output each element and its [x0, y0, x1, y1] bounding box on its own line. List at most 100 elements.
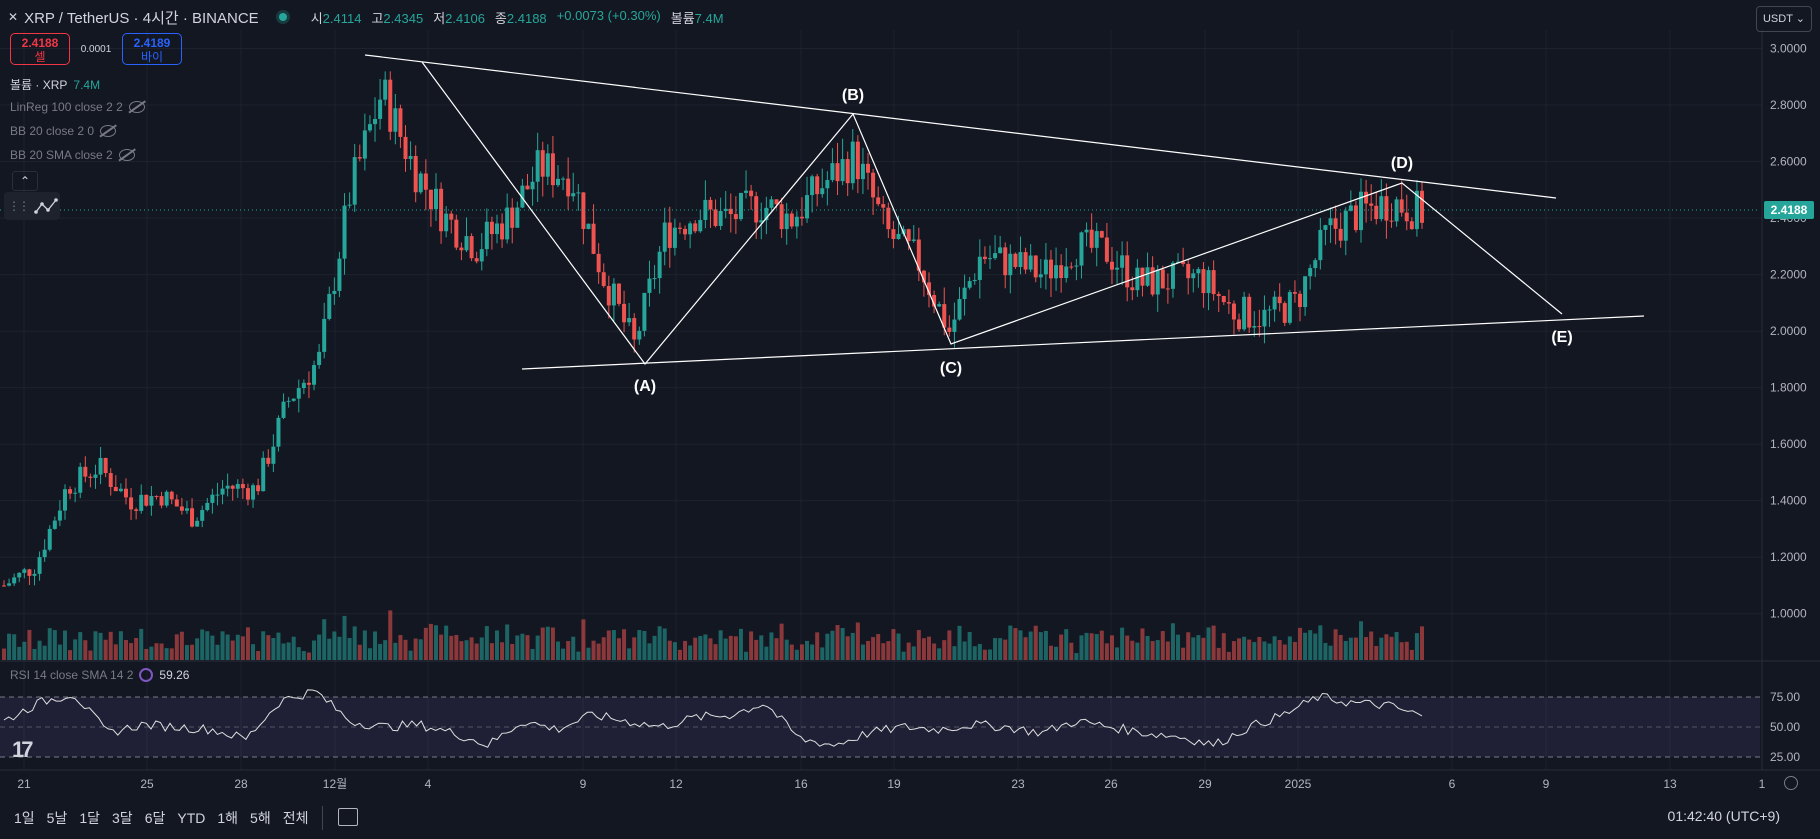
volume-bar [1379, 637, 1384, 660]
volume-bar [1099, 630, 1104, 660]
candle-body [1186, 263, 1191, 279]
candle-body [352, 157, 357, 205]
candle-body [383, 79, 388, 100]
volume-bar [1054, 646, 1059, 660]
volume-indicator-label[interactable]: 볼륨 · XRP 7.4M [10, 77, 101, 93]
triangle-drawing[interactable] [364, 54, 1645, 370]
candle-body [627, 318, 632, 323]
rsi-indicator-label[interactable]: RSI 14 close SMA 14 2 59.26 [10, 668, 190, 682]
scale-settings-icon[interactable] [1784, 776, 1798, 790]
price-tick-label: 2.2000 [1770, 268, 1807, 282]
candle-body [667, 222, 672, 248]
sell-button[interactable]: 2.4188 셀 [10, 33, 70, 65]
clock[interactable]: 01:42:40 (UTC+9) [1667, 808, 1780, 824]
volume-bar [1394, 632, 1399, 660]
hidden-eye-icon[interactable] [100, 125, 117, 137]
candle-body [164, 491, 169, 506]
volume-bar [1084, 632, 1089, 660]
calendar-icon[interactable] [338, 808, 358, 826]
volume-bar [362, 630, 367, 660]
tradingview-logo[interactable]: 17 [12, 737, 34, 762]
volume-bar [1023, 637, 1028, 660]
volume-bar [169, 648, 174, 660]
volume-bar [855, 622, 860, 660]
drawing-toolbox[interactable]: ⋮⋮ [4, 192, 60, 220]
candle-body [428, 189, 433, 210]
volume-bar [606, 630, 611, 660]
volume-bar [1150, 641, 1155, 660]
candle-body [810, 176, 815, 196]
candlesticks [2, 71, 1424, 587]
candle-body [784, 213, 789, 230]
collapse-indicators-button[interactable]: ⌃ [12, 171, 38, 191]
candle-body [545, 153, 550, 177]
wave-abcde-path[interactable] [421, 61, 1563, 365]
volume-bar [37, 640, 42, 660]
range-button-ytd[interactable]: YTD [177, 810, 206, 826]
candle-body [977, 256, 982, 280]
volume-bar [535, 635, 540, 660]
volume-bar [1064, 629, 1069, 660]
lower-trendline[interactable] [521, 315, 1645, 370]
volume-bar [561, 648, 566, 660]
rsi-tick-label: 25.00 [1770, 750, 1800, 764]
candle-body [281, 401, 286, 418]
candle-body [327, 293, 332, 319]
volume-bar [886, 641, 891, 660]
range-button-all[interactable]: 전체 [282, 810, 309, 826]
candle-body [749, 190, 754, 197]
candle-body [789, 213, 794, 227]
candle-body [47, 528, 52, 550]
pattern-tool-icon[interactable] [34, 196, 60, 216]
volume-bar [1038, 632, 1043, 660]
range-button-6m[interactable]: 6달 [144, 810, 166, 826]
range-button-5d[interactable]: 5날 [46, 810, 68, 826]
candle-body [891, 229, 896, 240]
buy-button[interactable]: 2.4189 바이 [122, 33, 182, 65]
volume-bar [1165, 641, 1170, 660]
volume-bar [611, 630, 616, 660]
volume-bar [581, 619, 586, 660]
volume-bar [200, 629, 205, 660]
price-tick-label: 1.2000 [1770, 550, 1807, 564]
volume-bar [505, 624, 510, 660]
symbol-title[interactable]: XRP / TetherUS · 4시간 · BINANCE [24, 9, 259, 27]
volume-bar [1170, 623, 1175, 660]
range-button-1m[interactable]: 1달 [79, 810, 101, 826]
volume-bar [672, 642, 677, 660]
candle-body [998, 247, 1003, 254]
hidden-eye-icon[interactable] [118, 149, 135, 161]
drag-handle-icon[interactable]: ⋮⋮ [8, 199, 30, 213]
volume-bar [601, 637, 606, 660]
volume-bar [103, 639, 108, 660]
volume-bar [347, 637, 352, 660]
range-button-1d[interactable]: 1일 [14, 810, 35, 826]
volume-bar [1160, 631, 1165, 660]
candle-body [962, 287, 967, 300]
range-button-3m[interactable]: 3달 [112, 810, 133, 826]
hidden-eye-icon[interactable] [128, 101, 145, 113]
bb-sma-indicator-label[interactable]: BB 20 SMA close 2 [10, 148, 135, 162]
candle-body [845, 159, 850, 184]
candle-body [794, 216, 799, 227]
candle-body [1160, 269, 1165, 289]
rsi-settings-icon[interactable] [139, 668, 154, 682]
currency-button[interactable]: USDT ⌄ [1755, 6, 1812, 32]
upper-trendline[interactable] [364, 54, 1557, 199]
range-button-1y[interactable]: 1해 [217, 810, 239, 826]
volume-bar [688, 645, 693, 660]
volume-bar [596, 643, 601, 660]
candle-body [103, 458, 108, 474]
volume-bar [881, 643, 886, 660]
volume-bar [1013, 628, 1018, 660]
volume-bar [713, 644, 718, 660]
range-button-5y[interactable]: 5해 [250, 810, 271, 826]
linreg-indicator-label[interactable]: LinReg 100 close 2 2 [10, 100, 145, 114]
volume-bar [12, 634, 17, 660]
volume-bar [840, 628, 845, 660]
bb-indicator-label[interactable]: BB 20 close 2 0 [10, 124, 117, 138]
candle-body [759, 220, 764, 223]
volume-bar [632, 637, 637, 660]
candle-body [123, 488, 128, 498]
